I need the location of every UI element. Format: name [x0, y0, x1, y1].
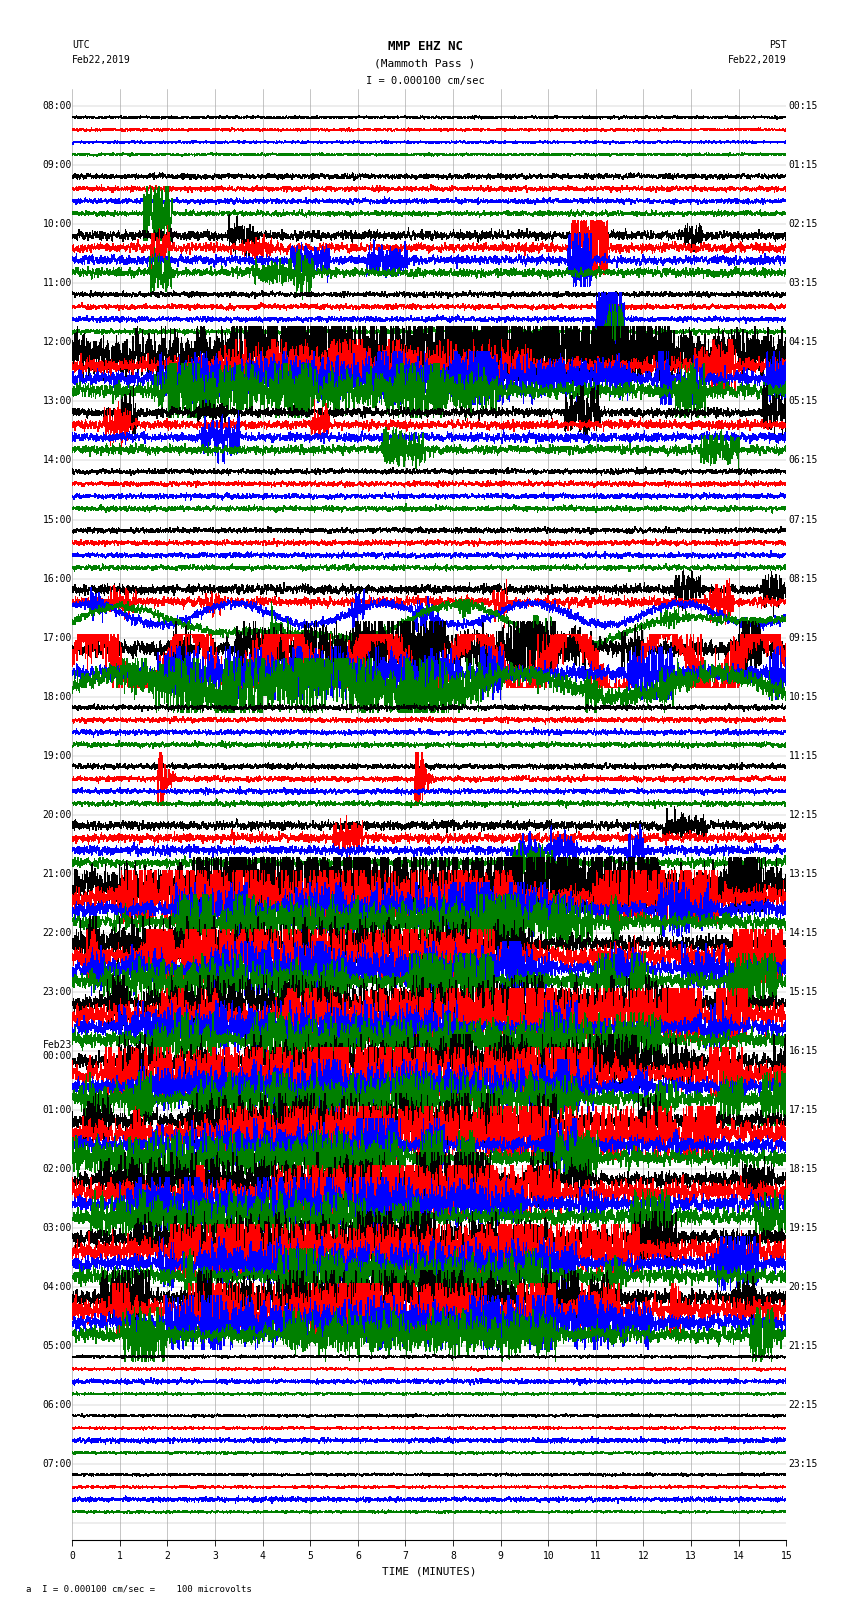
Text: 07:15: 07:15	[789, 515, 818, 524]
Text: 17:15: 17:15	[789, 1105, 818, 1115]
Text: 03:00: 03:00	[42, 1223, 72, 1232]
Text: PST: PST	[768, 40, 786, 50]
Text: 01:00: 01:00	[42, 1105, 72, 1115]
Text: 19:00: 19:00	[42, 750, 72, 761]
Text: 23:15: 23:15	[789, 1458, 818, 1469]
Text: Feb22,2019: Feb22,2019	[72, 55, 131, 65]
Text: 03:15: 03:15	[789, 279, 818, 289]
Text: 22:15: 22:15	[789, 1400, 818, 1410]
Text: 11:00: 11:00	[42, 279, 72, 289]
Text: 21:00: 21:00	[42, 868, 72, 879]
Text: 04:15: 04:15	[789, 337, 818, 347]
Text: Feb23
00:00: Feb23 00:00	[42, 1040, 72, 1061]
Text: 13:00: 13:00	[42, 397, 72, 406]
Text: 06:15: 06:15	[789, 455, 818, 466]
Text: 19:15: 19:15	[789, 1223, 818, 1232]
Text: 16:00: 16:00	[42, 574, 72, 584]
Text: 08:15: 08:15	[789, 574, 818, 584]
Text: 08:00: 08:00	[42, 102, 72, 111]
Text: 16:15: 16:15	[789, 1045, 818, 1055]
Text: 22:00: 22:00	[42, 927, 72, 937]
X-axis label: TIME (MINUTES): TIME (MINUTES)	[382, 1566, 477, 1576]
Text: 23:00: 23:00	[42, 987, 72, 997]
Text: 07:00: 07:00	[42, 1458, 72, 1469]
Text: a  I = 0.000100 cm/sec =    100 microvolts: a I = 0.000100 cm/sec = 100 microvolts	[26, 1584, 252, 1594]
Text: 15:15: 15:15	[789, 987, 818, 997]
Text: 14:15: 14:15	[789, 927, 818, 937]
Text: 14:00: 14:00	[42, 455, 72, 466]
Text: UTC: UTC	[72, 40, 90, 50]
Text: 04:00: 04:00	[42, 1282, 72, 1292]
Text: MMP EHZ NC: MMP EHZ NC	[388, 40, 462, 53]
Text: 06:00: 06:00	[42, 1400, 72, 1410]
Text: I = 0.000100 cm/sec: I = 0.000100 cm/sec	[366, 76, 484, 85]
Text: 18:15: 18:15	[789, 1163, 818, 1174]
Text: 20:15: 20:15	[789, 1282, 818, 1292]
Text: 11:15: 11:15	[789, 750, 818, 761]
Text: 20:00: 20:00	[42, 810, 72, 819]
Text: 02:00: 02:00	[42, 1163, 72, 1174]
Text: Feb22,2019: Feb22,2019	[728, 55, 786, 65]
Text: 01:15: 01:15	[789, 160, 818, 171]
Text: 10:15: 10:15	[789, 692, 818, 702]
Text: 12:15: 12:15	[789, 810, 818, 819]
Text: 05:00: 05:00	[42, 1340, 72, 1350]
Text: 09:15: 09:15	[789, 632, 818, 642]
Text: 17:00: 17:00	[42, 632, 72, 642]
Text: (Mammoth Pass ): (Mammoth Pass )	[374, 58, 476, 68]
Text: 10:00: 10:00	[42, 219, 72, 229]
Text: 00:15: 00:15	[789, 102, 818, 111]
Text: 05:15: 05:15	[789, 397, 818, 406]
Text: 15:00: 15:00	[42, 515, 72, 524]
Text: 12:00: 12:00	[42, 337, 72, 347]
Text: 21:15: 21:15	[789, 1340, 818, 1350]
Text: 09:00: 09:00	[42, 160, 72, 171]
Text: 02:15: 02:15	[789, 219, 818, 229]
Text: 18:00: 18:00	[42, 692, 72, 702]
Text: 13:15: 13:15	[789, 868, 818, 879]
